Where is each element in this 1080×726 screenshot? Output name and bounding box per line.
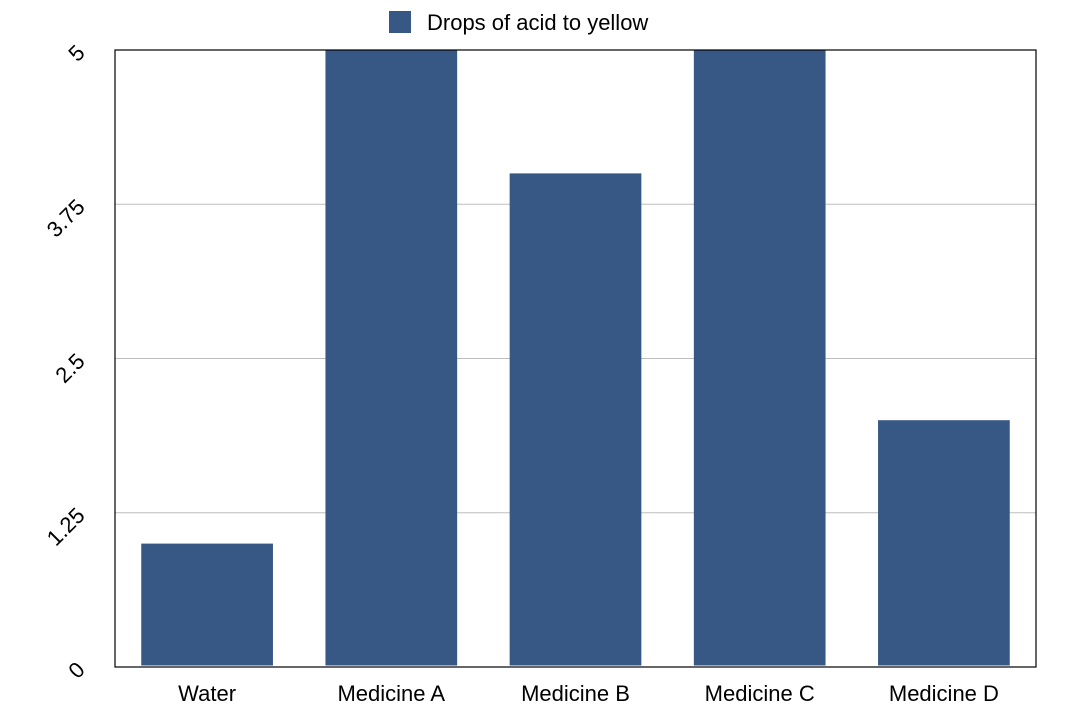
x-tick-label: Medicine D [889, 681, 999, 706]
bar-medicine-b [509, 173, 642, 666]
plot-frame [114, 49, 1037, 668]
y-axis-ticks: 0 1.25 2.5 3.75 5 [42, 40, 90, 683]
y-tick-label: 0 [63, 657, 89, 683]
x-tick-label: Medicine A [337, 681, 445, 706]
y-tick-label: 3.75 [42, 194, 90, 242]
x-tick-label: Medicine C [705, 681, 815, 706]
bar-medicine-a [325, 50, 458, 666]
y-tick-label: 5 [63, 40, 89, 66]
legend-swatch [389, 11, 411, 33]
x-tick-label: Medicine B [521, 681, 630, 706]
bar-water [141, 543, 273, 666]
legend-label: Drops of acid to yellow [427, 10, 648, 35]
bar-medicine-c [693, 50, 826, 666]
bars [141, 50, 1010, 666]
x-tick-label: Water [178, 681, 236, 706]
bar-medicine-d [878, 420, 1010, 666]
y-tick-label: 2.5 [50, 348, 89, 387]
legend: Drops of acid to yellow [389, 10, 648, 35]
y-tick-label: 1.25 [42, 503, 90, 551]
x-axis-ticks: Water Medicine A Medicine B Medicine C Medic… [178, 681, 999, 706]
